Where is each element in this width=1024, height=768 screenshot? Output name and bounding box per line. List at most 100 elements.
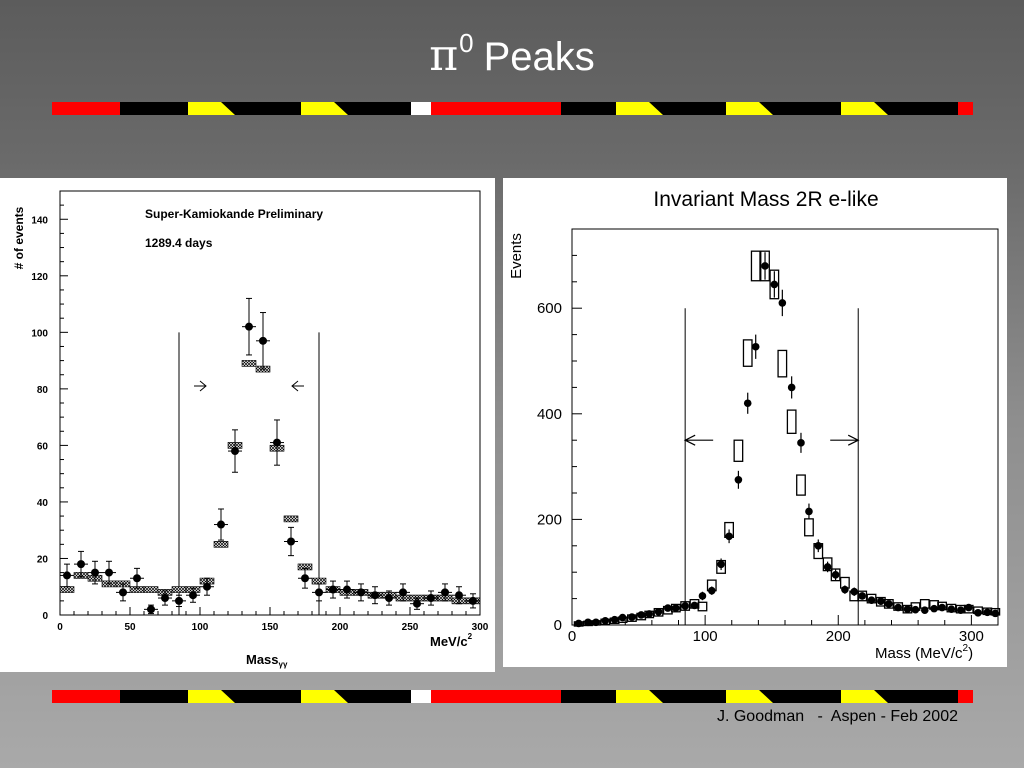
left-data-point: [63, 571, 71, 580]
left-plot-frame: [59, 190, 481, 616]
right-mc-box: [857, 590, 868, 602]
left-data-point: [357, 588, 365, 597]
left-data-point: [371, 591, 379, 600]
stripe-segment-14: [896, 690, 959, 703]
stripe-segment-1: [120, 690, 189, 703]
left-data-point: [147, 605, 155, 614]
stripe-segment-6: [411, 102, 432, 115]
right-arrow: [683, 434, 714, 446]
right-data-point: [911, 605, 920, 614]
stripe-segment-10: [671, 690, 727, 703]
right-x-tick-label: 200: [826, 628, 851, 645]
right-x-axis-label-main: Mass (MeV/c: [875, 645, 963, 662]
right-mc-box: [733, 439, 744, 462]
stripe-segment-8: [561, 102, 617, 115]
left-y-tick-label: 100: [31, 328, 48, 339]
left-data-point: [259, 336, 267, 345]
right-data-point: [877, 597, 885, 606]
right-mc-box: [777, 349, 788, 378]
right-data-point: [637, 611, 646, 619]
left-x-tick-label: 250: [402, 622, 419, 633]
stripe-segment-5: [356, 690, 412, 703]
right-mc-box: [883, 599, 894, 609]
right-data-point: [654, 608, 663, 616]
right-data-point: [761, 262, 769, 270]
right-data-point: [831, 571, 840, 579]
right-data-point: [681, 602, 689, 610]
right-mc-box: [680, 601, 691, 611]
stripe-segment-12: [781, 102, 842, 115]
left-data-point: [455, 591, 463, 600]
stripe-wedge-11: [759, 102, 781, 115]
left-data-point: [399, 588, 407, 597]
right-x-axis-label-sup: 2: [963, 643, 969, 654]
right-data-point: [751, 342, 760, 351]
right-chart-panel: Invariant Mass 2R e-like 0 100 200 300 0 200 40…: [503, 178, 1007, 667]
right-data-point: [645, 610, 654, 618]
left-data-point: [91, 568, 99, 577]
right-data-point: [592, 618, 600, 627]
right-data-point: [964, 603, 973, 612]
left-x-axis-label-main: Mass: [246, 652, 279, 667]
footer-credit: J. Goodman - Aspen - Feb 2002: [716, 708, 958, 725]
right-data-point: [867, 596, 876, 604]
stripe-wedge-13: [874, 102, 896, 115]
right-x-axis-label: Mass (MeV/c2): [875, 643, 973, 662]
stripe-wedge-2: [221, 102, 243, 115]
right-data-point: [574, 619, 583, 628]
right-y-axis-label: Events: [508, 233, 525, 279]
right-data-point: [823, 563, 832, 571]
decorative-stripe-bottom: [52, 690, 973, 703]
right-data-point: [841, 585, 849, 594]
stripe-segment-7: [431, 690, 562, 703]
left-data-point: [441, 588, 449, 597]
left-data-point: [175, 596, 183, 605]
left-x-axis-unit-sup: 2: [468, 632, 473, 641]
right-x-tick-label: 300: [959, 628, 984, 645]
right-data-point: [707, 586, 716, 595]
left-arrow: [291, 380, 304, 392]
left-data-point: [77, 560, 85, 569]
stripe-segment-3: [243, 690, 302, 703]
right-data-point: [956, 606, 965, 615]
left-chart-note-2: 1289.4 days: [145, 236, 213, 250]
right-data-point: [991, 609, 1000, 618]
stripe-segment-6: [411, 690, 432, 703]
left-x-tick-label: 300: [472, 622, 489, 633]
stripe-wedge-4: [334, 102, 356, 115]
left-y-axis-label: # of events: [12, 206, 26, 269]
title-symbol: π: [429, 30, 459, 81]
right-data-point: [850, 587, 859, 596]
left-data-point: [413, 599, 421, 608]
right-mc-box: [804, 518, 814, 537]
right-data-point: [743, 399, 752, 408]
left-x-tick-label: 200: [332, 622, 349, 633]
left-data-point: [469, 596, 477, 605]
right-y-tick-label: 200: [537, 511, 562, 528]
right-data-point: [920, 606, 929, 615]
stripe-segment-3: [243, 102, 302, 115]
left-mc-box: [171, 586, 187, 593]
left-data-point: [427, 594, 435, 603]
right-chart-title: Invariant Mass 2R e-like: [653, 188, 878, 211]
right-mc-box: [769, 269, 780, 300]
right-data-point: [672, 604, 680, 612]
stripe-segment-1: [120, 102, 189, 115]
right-mc-box: [742, 339, 753, 367]
right-data-point: [778, 299, 787, 307]
right-mc-box: [796, 474, 806, 496]
left-x-axis-label-sub: γγ: [279, 660, 288, 669]
right-data-point: [628, 613, 636, 621]
stripe-wedge-9: [649, 690, 671, 703]
right-mc-box: [697, 601, 708, 612]
left-mc-box: [241, 360, 257, 367]
left-x-axis-label: Massγγ: [246, 652, 288, 669]
left-data-point: [385, 594, 393, 603]
left-data-point: [203, 582, 211, 591]
right-plot-frame: [571, 228, 999, 626]
stripe-segment-15: [958, 102, 973, 115]
title-text: Peaks: [483, 35, 595, 79]
left-y-tick-label: 40: [37, 498, 49, 509]
left-data-point: [105, 568, 113, 577]
decorative-stripe-top: [52, 102, 973, 115]
